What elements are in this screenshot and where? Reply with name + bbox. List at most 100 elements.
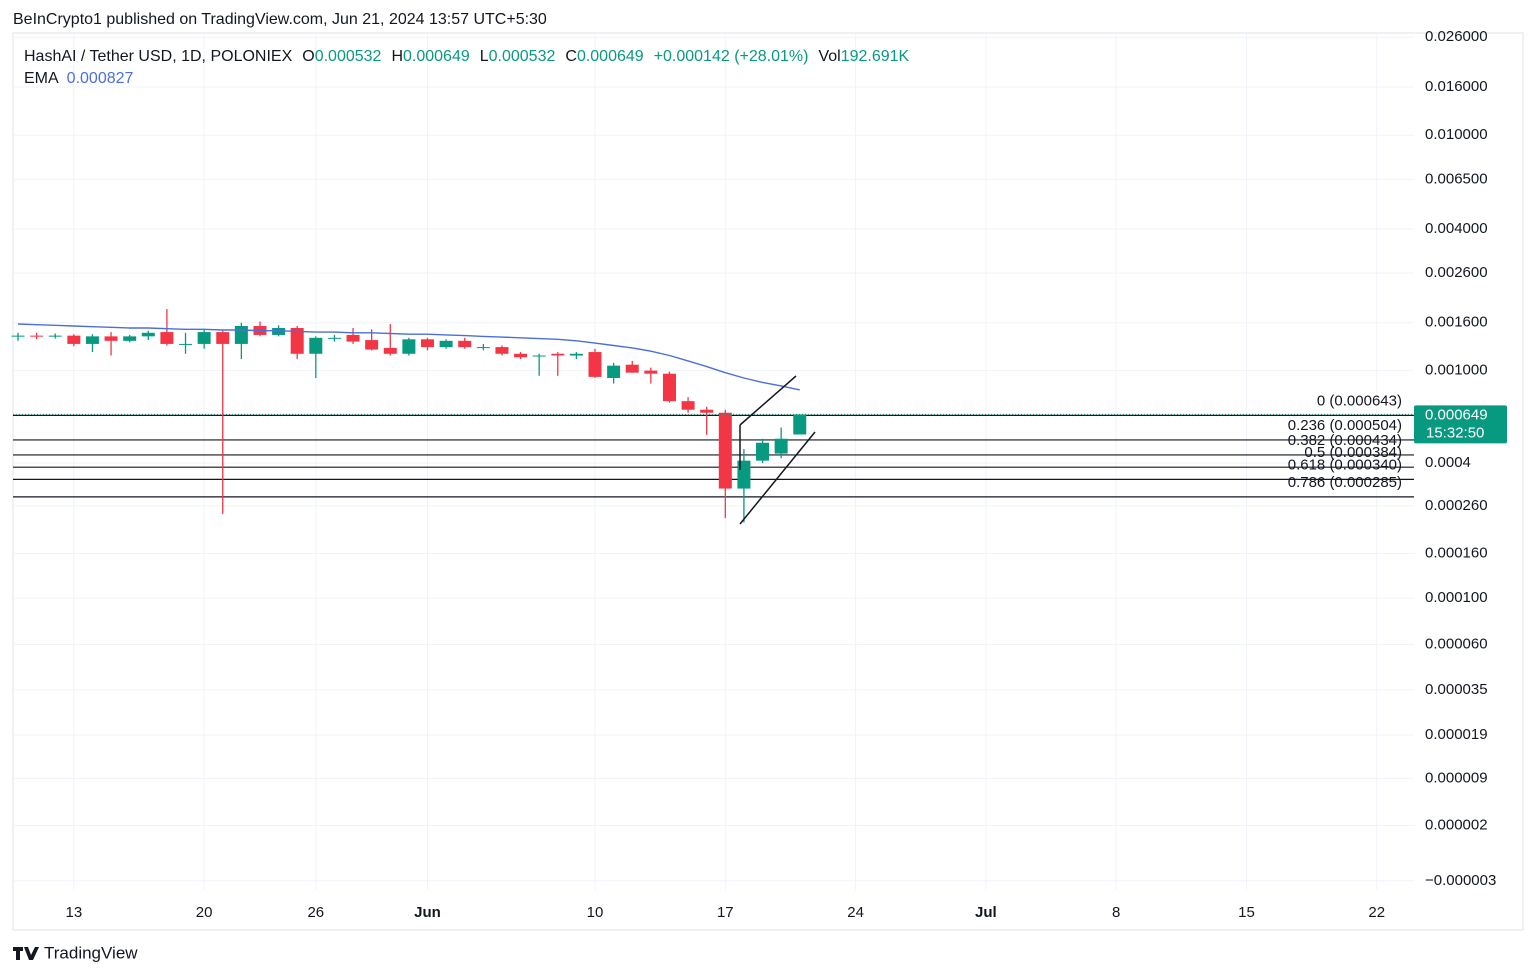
high-value: 0.000649 — [403, 48, 470, 65]
brand-name: TradingView — [44, 943, 138, 962]
x-tick-label: 24 — [847, 904, 864, 921]
open-label: O — [302, 48, 314, 65]
legend-ohlc: HashAI / Tether USD, 1D, POLONIEX O0.0005… — [24, 48, 910, 65]
candle-body — [607, 365, 621, 378]
channel-upper — [739, 375, 797, 426]
volume-label: Vol — [818, 48, 840, 65]
candle-body — [104, 336, 118, 341]
x-tick-label: 15 — [1238, 904, 1255, 921]
fibonacci: 0 (0.000643) 0.236 (0.000504)0.382 (0.000… — [13, 392, 1414, 498]
y-tick-label: 0.0004 — [1425, 454, 1471, 471]
fib-label: 0.236 (0.000504) — [1288, 417, 1402, 434]
ema-value: 0.000827 — [67, 70, 134, 87]
fib-label: 0.618 (0.000340) — [1288, 456, 1402, 473]
candle-body — [700, 409, 714, 413]
candle-body — [793, 414, 807, 435]
candle-body — [67, 335, 81, 344]
ema-label: EMA — [24, 70, 59, 87]
y-tick-label: 0.000002 — [1425, 816, 1488, 833]
y-tick-label: 0.004000 — [1425, 220, 1488, 237]
candle-body — [216, 332, 230, 344]
last-price-box — [1414, 405, 1507, 444]
candle-body — [588, 352, 602, 377]
low-label: L — [480, 48, 489, 65]
y-tick-label: 0.026000 — [1425, 28, 1488, 45]
candle-body — [290, 327, 304, 354]
x-tick-label: Jul — [975, 904, 997, 921]
y-tick-label: −0.000003 — [1425, 872, 1496, 889]
ema-line — [17, 323, 800, 391]
x-tick-label: 8 — [1112, 904, 1120, 921]
candle-body — [141, 332, 155, 337]
x-tick-label: 13 — [65, 904, 82, 921]
fib-label: 0.786 (0.000285) — [1288, 474, 1402, 491]
labels: 0.026000 0.016000 0.010000 0.006500 0.004000… — [65, 28, 1507, 921]
candle-body — [551, 353, 565, 356]
y-tick-label: 0.000060 — [1425, 635, 1488, 652]
candle-body — [532, 355, 546, 357]
y-tick-label: 0.001600 — [1425, 314, 1488, 331]
candle-body — [625, 364, 639, 373]
x-tick-label: 20 — [196, 904, 213, 921]
close-label: C — [565, 48, 577, 65]
candle-body — [234, 325, 248, 344]
candle-body — [383, 347, 397, 354]
candle-body — [495, 347, 509, 354]
candle-body — [476, 347, 490, 349]
candle-body — [756, 442, 770, 461]
candle-body — [85, 336, 99, 344]
candle-body — [514, 353, 528, 358]
fib-label: 0.5 (0.000384) — [1304, 444, 1402, 461]
y-tick-label: 0.001000 — [1425, 362, 1488, 379]
candle-body — [123, 336, 137, 341]
candle-body — [48, 335, 62, 337]
candle-body — [30, 335, 44, 337]
candle-body — [774, 438, 788, 454]
candle-body — [458, 340, 472, 348]
high-label: H — [391, 48, 403, 65]
candle-body — [662, 373, 676, 402]
brand-logo — [13, 947, 39, 960]
x-tick-label: 17 — [717, 904, 734, 921]
y-tick-label: 0.000160 — [1425, 544, 1488, 561]
x-tick-label: 10 — [587, 904, 604, 921]
legend-ema: EMA 0.000827 — [24, 70, 134, 87]
change: +0.000142 (+28.01%) — [654, 48, 809, 65]
y-tick-label: 0.002600 — [1425, 264, 1488, 281]
x-tick-label: 26 — [307, 904, 324, 921]
y-tick-label: 0.000035 — [1425, 681, 1488, 698]
y-tick-label: 0.000009 — [1425, 769, 1488, 786]
candle-body — [420, 339, 434, 348]
candle-body — [197, 332, 211, 344]
volume-value: 192.691K — [841, 48, 910, 65]
x-tick-label: 22 — [1368, 904, 1385, 921]
candle-body — [309, 337, 323, 354]
close-value: 0.000649 — [577, 48, 644, 65]
candle-body — [346, 334, 360, 342]
brand: TradingView — [13, 943, 138, 962]
candle-body — [644, 370, 658, 374]
fib-label: 0 (0.000643) — [1317, 392, 1402, 409]
y-tick-label: 0.010000 — [1425, 126, 1488, 143]
open-value: 0.000532 — [315, 48, 382, 65]
fib-label: 0.382 (0.000434) — [1288, 432, 1402, 449]
candle-body — [11, 335, 25, 337]
candle-body — [179, 343, 193, 345]
candle-body — [681, 401, 695, 410]
attribution: BeInCrypto1 published on TradingView.com… — [13, 11, 547, 28]
legend: HashAI / Tether USD, 1D, POLONIEX O0.0005… — [24, 48, 910, 87]
y-tick-label: 0.016000 — [1425, 78, 1488, 95]
channel-lower — [739, 431, 816, 525]
candle-body — [160, 332, 174, 344]
grid — [13, 33, 1414, 890]
y-tick-label: 0.006500 — [1425, 170, 1488, 187]
symbol: HashAI / Tether USD, 1D, POLONIEX — [24, 48, 293, 65]
y-tick-label: 0.000100 — [1425, 589, 1488, 606]
candle-body — [402, 339, 416, 354]
y-tick-label: 0.000260 — [1425, 497, 1488, 514]
y-tick-label: 0.000019 — [1425, 726, 1488, 743]
low-value: 0.000532 — [489, 48, 556, 65]
last-price-label: 0.000649 — [1425, 406, 1488, 423]
chart-frame — [12, 32, 1524, 931]
candle-body — [718, 412, 732, 489]
